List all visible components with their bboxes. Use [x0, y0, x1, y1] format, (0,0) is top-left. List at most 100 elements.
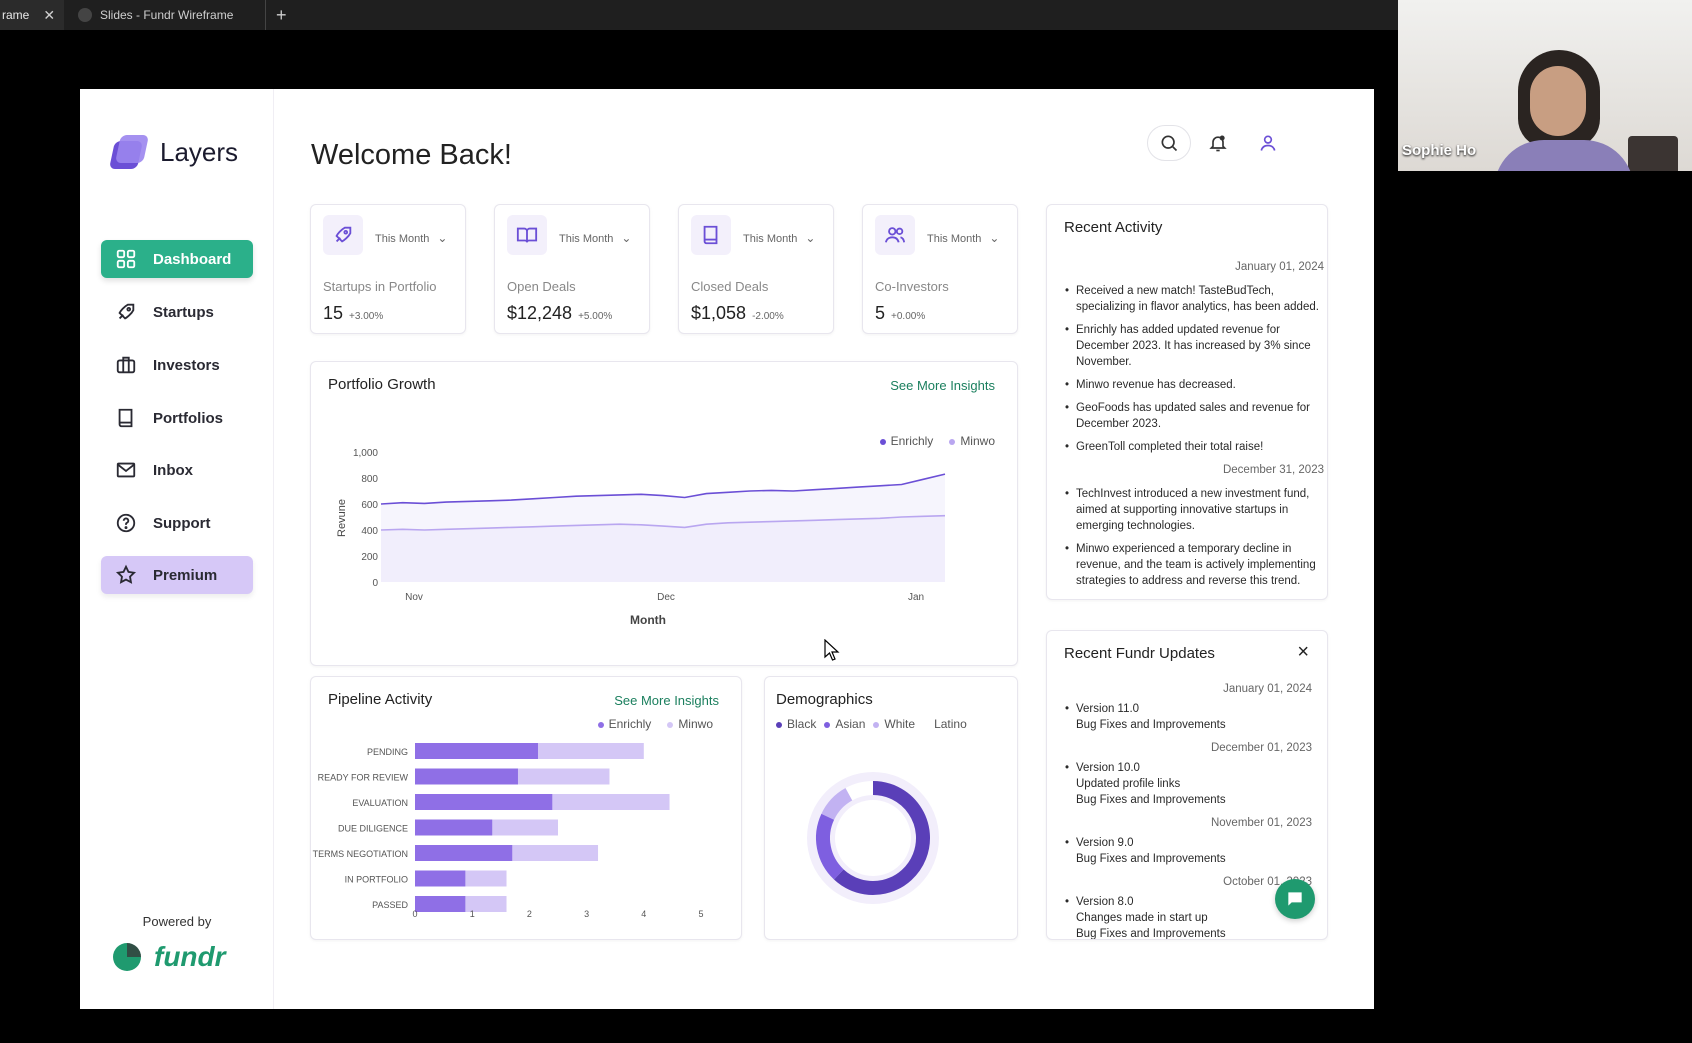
period-dropdown[interactable]: This Month	[375, 231, 447, 245]
notifications-button[interactable]	[1196, 125, 1240, 161]
search-button[interactable]	[1147, 125, 1191, 161]
pipeline-chart: PENDING READY FOR REVIEW EVALUATION DUE DIL…	[313, 743, 704, 919]
chart-legend: Enrichly Minwo	[879, 434, 995, 448]
activity-item: GeoFoods has updated sales and revenue f…	[1064, 400, 1324, 432]
see-more-insights-link[interactable]: See More Insights	[614, 693, 719, 708]
demographics-donut	[807, 772, 939, 904]
browser-tab-slides[interactable]: Slides - Fundr Wireframe	[66, 0, 266, 30]
bar-enrichly[interactable]	[415, 845, 513, 861]
activity-list: January 01, 2024 Received a new match! Ta…	[1064, 253, 1324, 596]
stat-change: +5.00%	[578, 311, 613, 322]
layers-logo-icon	[109, 133, 149, 171]
powered-by-label: Powered by	[142, 914, 212, 929]
tab-favicon-icon	[78, 8, 92, 22]
stat-icon-box	[875, 215, 915, 255]
browser-tab-bar: rame ✕ Slides - Fundr Wireframe +	[0, 0, 1398, 30]
area-fill	[381, 515, 945, 582]
fundr-wordmark: fundr	[154, 941, 226, 972]
legend-item: Enrichly	[597, 717, 651, 731]
close-tab-icon[interactable]: ✕	[43, 6, 56, 23]
update-item: Version 10.0 Updated profile links Bug Fix…	[1064, 760, 1312, 808]
sidebar-item-inbox[interactable]: Inbox	[101, 451, 253, 489]
sidebar-item-portfolios[interactable]: Portfolios	[101, 399, 253, 437]
bar-enrichly[interactable]	[415, 743, 538, 759]
stat-icon-box	[323, 215, 363, 255]
chat-button[interactable]	[1275, 879, 1315, 919]
card-title: Portfolio Growth	[328, 376, 436, 393]
legend-item: Latino	[923, 717, 967, 731]
brand-logo[interactable]: Layers	[109, 133, 239, 171]
legend-item: Asian	[824, 717, 865, 731]
stat-value: 15	[323, 303, 344, 323]
sidebar-item-dashboard[interactable]: Dashboard	[101, 240, 253, 278]
stat-card-startups[interactable]: This Month Startups in Portfolio 15 +3.00…	[310, 204, 466, 334]
donut-slice[interactable]	[816, 813, 844, 880]
update-date: November 01, 2023	[1210, 817, 1312, 829]
x-tick-label: 4	[641, 909, 646, 919]
x-tick-label: Jan	[908, 592, 924, 603]
series-line	[380, 473, 946, 505]
portfolio-growth-chart: 1,000 800 600 400 200 0 Nov Dec Jan Month Revune	[336, 448, 946, 627]
new-tab-button[interactable]: +	[276, 4, 287, 25]
legend-label: Black	[787, 717, 817, 731]
browser-tab-active[interactable]: rame ✕	[0, 0, 64, 30]
fundr-logo[interactable]: fundr	[112, 941, 226, 973]
bar-enrichly[interactable]	[415, 870, 466, 887]
activity-item: TechInvest introduced a new investment f…	[1064, 486, 1324, 534]
close-icon[interactable]: ×	[1297, 641, 1309, 663]
layers-app: Layers Dashboard Startups Investors Port…	[80, 89, 1374, 1009]
stat-card-co-investors[interactable]: This Month Co-Investors 5 +0.00%	[862, 204, 1018, 334]
update-note: Updated profile links	[1076, 778, 1181, 790]
stat-label: Open Deals	[507, 279, 576, 294]
chart-legend: Enrichly Minwo	[597, 717, 713, 731]
star-icon	[115, 564, 137, 584]
brand-name: Layers	[160, 136, 239, 167]
participant-name: Sophie Ho	[1402, 142, 1477, 159]
category-label: IN PORTFOLIO	[345, 875, 408, 885]
donut-slice[interactable]	[833, 781, 930, 895]
update-date: December 01, 2023	[1210, 742, 1312, 754]
grid-icon	[116, 249, 136, 269]
sidebar-item-investors[interactable]: Investors	[101, 346, 253, 384]
legend-item: Black	[776, 717, 816, 731]
update-version: Version 10.0	[1076, 762, 1140, 774]
briefcase-icon	[116, 356, 136, 374]
activity-date: December 31, 2023	[1222, 464, 1324, 476]
activity-item: Minwo experienced a temporary decline in…	[1064, 541, 1324, 589]
donut-slice[interactable]	[821, 788, 853, 820]
see-more-insights-link[interactable]: See More Insights	[890, 378, 995, 393]
bar-enrichly[interactable]	[415, 896, 466, 912]
legend-label: Enrichly	[890, 434, 934, 448]
sidebar-item-premium[interactable]: Premium	[101, 556, 253, 594]
category-label: TERMS NEGOTIATION	[313, 849, 408, 859]
participant-body	[1494, 140, 1634, 171]
period-dropdown[interactable]: This Month	[927, 231, 999, 245]
legend-item: Minwo	[667, 717, 713, 731]
sidebar-item-support[interactable]: Support	[101, 504, 253, 542]
update-note: Bug Fixes and Improvements	[1076, 794, 1226, 806]
stat-change: +3.00%	[349, 311, 384, 322]
activity-item: Minwo revenue has decreased.	[1064, 377, 1324, 393]
tab-title: Slides - Fundr Wireframe	[100, 8, 234, 22]
period-dropdown[interactable]: This Month	[559, 231, 631, 245]
sidebar-item-startups[interactable]: Startups	[101, 293, 253, 331]
bar-enrichly[interactable]	[415, 819, 493, 836]
bar-enrichly[interactable]	[415, 768, 518, 785]
stat-card-closed-deals[interactable]: This Month Closed Deals $1,058 -2.00%	[678, 204, 834, 334]
donut-slice[interactable]	[845, 781, 874, 801]
update-version: Version 9.0	[1076, 837, 1134, 849]
video-tile: Sophie Ho	[1398, 0, 1692, 171]
profile-button[interactable]	[1246, 125, 1290, 161]
update-date: January 01, 2024	[1223, 683, 1312, 695]
update-date: October 01, 2023	[1223, 876, 1312, 888]
period-dropdown[interactable]: This Month	[743, 231, 815, 245]
chat-icon	[1288, 892, 1302, 906]
sidebar-item-label: Support	[153, 514, 211, 532]
stat-card-open-deals[interactable]: This Month Open Deals $12,248 +5.00%	[494, 204, 650, 334]
bar-enrichly[interactable]	[415, 794, 553, 810]
activity-date: January 01, 2024	[1235, 261, 1324, 273]
sidebar-item-label: Portfolios	[153, 409, 223, 427]
stat-icon-box	[691, 215, 731, 255]
rocket-icon	[335, 226, 352, 243]
participant-face	[1530, 66, 1586, 136]
